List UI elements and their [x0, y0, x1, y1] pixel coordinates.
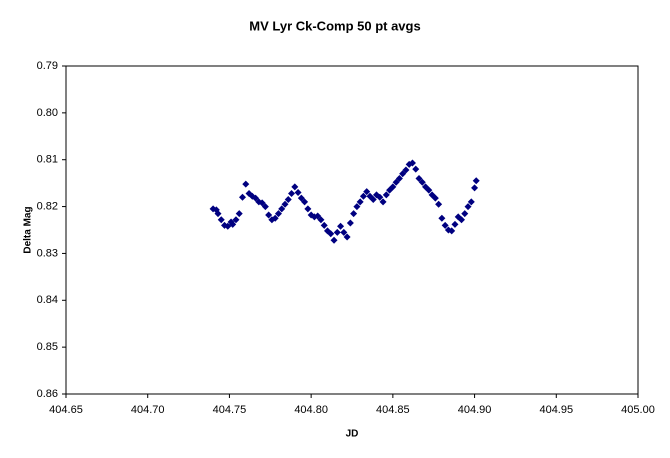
data-point	[412, 165, 420, 173]
data-point	[232, 216, 240, 224]
data-point	[327, 230, 335, 238]
data-point	[333, 228, 341, 236]
data-point	[337, 222, 345, 230]
x-tick-label: 404.85	[376, 404, 410, 416]
data-point	[392, 178, 400, 186]
data-point	[435, 200, 443, 208]
data-point	[258, 199, 266, 207]
data-point	[340, 228, 348, 236]
data-point	[395, 174, 403, 182]
y-tick-label: 0.83	[37, 247, 58, 259]
y-tick-label: 0.81	[37, 154, 58, 166]
y-tick-label: 0.82	[37, 200, 58, 212]
data-point	[438, 214, 446, 222]
data-point	[346, 219, 354, 227]
data-point	[471, 184, 479, 192]
data-point	[376, 193, 384, 201]
data-point	[464, 203, 472, 211]
data-point	[271, 214, 279, 222]
data-point	[214, 210, 222, 218]
data-point	[363, 188, 371, 196]
data-point	[431, 194, 439, 202]
data-point	[314, 212, 322, 220]
data-point	[408, 159, 416, 167]
data-point	[288, 189, 296, 197]
y-tick-label: 0.86	[37, 388, 58, 400]
data-point	[448, 227, 456, 235]
data-point	[252, 194, 260, 202]
chart-title: MV Lyr Ck-Comp 50 pt avgs	[249, 18, 420, 33]
data-point	[265, 211, 273, 219]
x-axis-label: JD	[346, 429, 359, 440]
data-point	[242, 180, 250, 188]
data-point	[297, 194, 305, 202]
data-point	[274, 210, 282, 218]
y-tick-label: 0.85	[37, 341, 58, 353]
plot-area	[65, 65, 639, 395]
data-point	[239, 193, 247, 201]
data-point	[356, 198, 364, 206]
y-tick-label: 0.79	[37, 60, 58, 72]
data-point	[402, 166, 410, 174]
data-point	[472, 177, 480, 185]
y-tick-label: 0.80	[37, 107, 58, 119]
data-point	[389, 183, 397, 191]
x-tick-label: 404.65	[49, 404, 83, 416]
x-tick-label: 405.00	[621, 404, 655, 416]
data-point	[415, 174, 423, 182]
data-point	[294, 189, 302, 197]
data-point	[457, 216, 465, 224]
x-tick-label: 404.95	[539, 404, 573, 416]
data-point	[441, 221, 449, 229]
x-tick-label: 404.90	[458, 404, 492, 416]
data-point	[235, 210, 243, 218]
data-point	[343, 233, 351, 241]
data-point	[467, 198, 475, 206]
data-point	[369, 196, 377, 204]
data-point	[451, 220, 459, 228]
data-point	[229, 220, 237, 228]
data-point	[278, 205, 286, 213]
y-axis-label: Delta Mag	[23, 206, 34, 253]
data-point	[320, 221, 328, 229]
data-point	[359, 192, 367, 200]
data-point	[350, 210, 358, 218]
data-point	[217, 216, 225, 224]
data-point	[399, 170, 407, 178]
data-point	[261, 203, 269, 211]
data-point	[425, 186, 433, 194]
data-point	[461, 210, 469, 218]
data-point	[353, 203, 361, 211]
x-tick-label: 404.70	[131, 404, 165, 416]
data-point	[304, 205, 312, 213]
data-point	[281, 200, 289, 208]
data-point	[418, 178, 426, 186]
x-tick-label: 404.75	[213, 404, 247, 416]
x-tick-label: 404.80	[294, 404, 328, 416]
data-point	[301, 198, 309, 206]
data-point	[291, 183, 299, 191]
y-tick-label: 0.84	[37, 294, 58, 306]
data-point	[330, 236, 338, 244]
data-point	[317, 216, 325, 224]
data-point	[382, 191, 390, 199]
data-point	[284, 196, 292, 204]
data-point	[379, 198, 387, 206]
